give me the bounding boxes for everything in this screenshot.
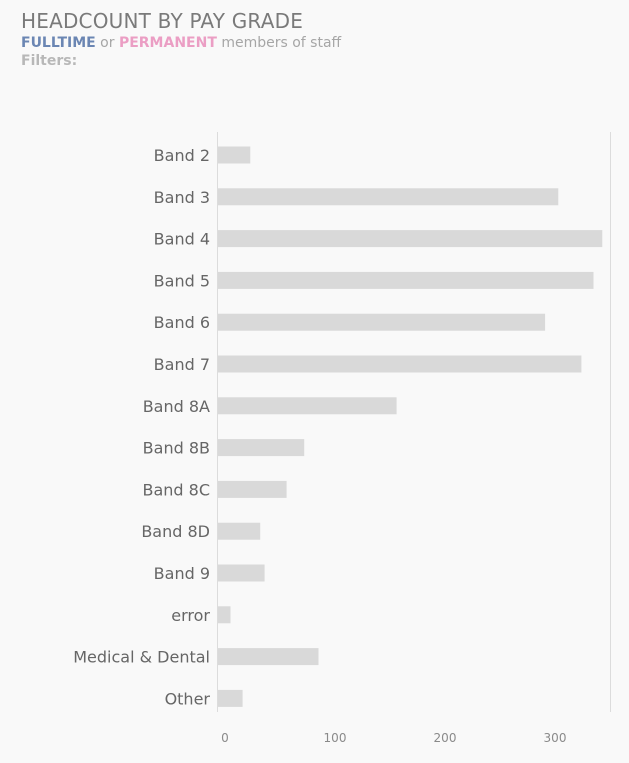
bar-medical-dental <box>218 648 319 666</box>
bar-band-9 <box>218 564 265 582</box>
subtitle-tail: members of staff <box>216 35 342 51</box>
category-label: Band 8D <box>141 522 210 541</box>
x-tick-label: 100 <box>324 731 347 745</box>
category-label: Band 7 <box>154 355 210 374</box>
bar-band-6 <box>218 313 546 331</box>
subtitle-connector: or <box>95 35 119 51</box>
category-label: Band 8B <box>143 439 210 458</box>
category-label: Other <box>165 689 211 708</box>
category-label: Band 2 <box>154 146 210 165</box>
bar-band-8d <box>218 522 261 540</box>
bar-band-4 <box>218 230 603 248</box>
bar-error <box>218 606 231 624</box>
bar-band-5 <box>218 271 594 289</box>
category-label: Band 3 <box>154 188 210 207</box>
filters-label: Filters: <box>21 53 78 69</box>
x-tick-label: 0 <box>221 731 229 745</box>
category-label: Medical & Dental <box>73 648 210 667</box>
category-label: Band 4 <box>154 230 210 249</box>
fulltime-label: FULLTIME <box>21 35 96 51</box>
bar-other <box>218 689 243 707</box>
chart-subtitle: FULLTIME or PERMANENT members of staff <box>21 34 621 52</box>
bar-band-8c <box>218 480 287 498</box>
bar-band-8a <box>218 397 397 415</box>
category-label: Band 6 <box>154 313 210 332</box>
permanent-label: PERMANENT <box>118 35 217 51</box>
chart-title: HEADCOUNT BY PAY GRADE <box>21 9 304 33</box>
category-label: Band 8C <box>142 480 210 499</box>
chart-header: HEADCOUNT BY PAY GRADE FULLTIME or PERMA… <box>21 8 621 70</box>
bar-band-8b <box>218 439 305 457</box>
x-tick-label: 300 <box>544 731 567 745</box>
bar-band-7 <box>218 355 582 373</box>
category-label: Band 5 <box>154 271 210 290</box>
category-label: Band 8A <box>143 397 210 416</box>
category-label: error <box>171 606 210 625</box>
x-tick-label: 200 <box>434 731 457 745</box>
bar-band-3 <box>218 188 559 206</box>
category-label: Band 9 <box>154 564 210 583</box>
bar-band-2 <box>218 146 251 164</box>
